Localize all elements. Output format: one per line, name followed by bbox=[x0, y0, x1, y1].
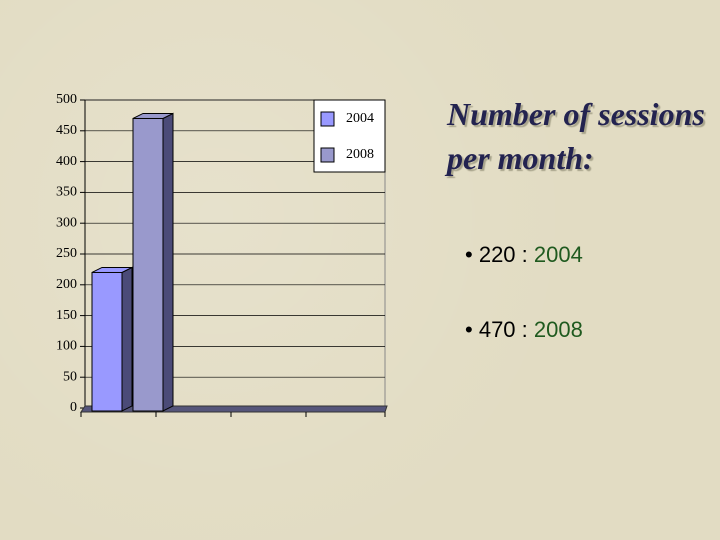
y-tick-label: 100 bbox=[56, 339, 77, 354]
y-tick-label: 450 bbox=[56, 123, 77, 138]
y-tick-label: 350 bbox=[56, 185, 77, 200]
y-tick-label: 300 bbox=[56, 215, 77, 230]
y-tick-label: 200 bbox=[56, 277, 77, 292]
bullet-year: 2008 bbox=[533, 317, 583, 342]
legend-swatch bbox=[320, 111, 335, 127]
bar bbox=[91, 271, 123, 412]
bullet-separator: : bbox=[521, 317, 528, 342]
y-tick-label: 0 bbox=[70, 400, 77, 415]
y-tick-label: 250 bbox=[56, 246, 77, 261]
bullet: • 220 : 2004 bbox=[465, 242, 583, 267]
chart: 0 50 100 150 200 250 300 350 400 450 500 2004 2008 bbox=[56, 92, 388, 417]
bullet-count: 470 bbox=[478, 317, 516, 342]
bullet-separator: : bbox=[521, 242, 528, 267]
legend-label: 2004 bbox=[346, 111, 374, 126]
bar-side bbox=[121, 266, 133, 412]
legend-label: 2008 bbox=[346, 147, 374, 162]
bullet-count: 220 bbox=[478, 242, 516, 267]
legend-swatch bbox=[320, 147, 335, 163]
y-tick-label: 500 bbox=[56, 92, 77, 107]
bullet-year: 2004 bbox=[533, 242, 583, 267]
y-tick-label: 150 bbox=[56, 308, 77, 323]
y-tick-label: 50 bbox=[63, 369, 77, 384]
slide-title: Number of sessions per month: bbox=[447, 96, 705, 176]
bar-side bbox=[162, 112, 174, 412]
bar bbox=[132, 117, 164, 412]
bullet: • 470 : 2008 bbox=[465, 317, 583, 342]
y-tick-label: 400 bbox=[56, 154, 77, 169]
